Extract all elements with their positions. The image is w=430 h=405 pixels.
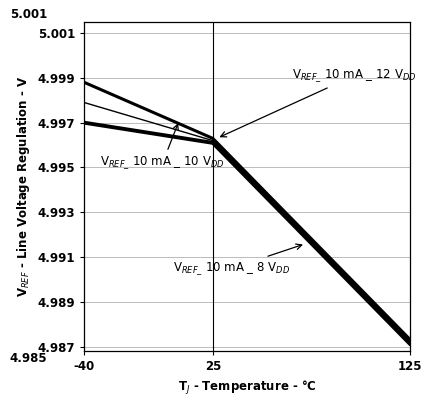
Text: 4.985: 4.985 (9, 352, 47, 365)
Y-axis label: V$_{REF}$ - Line Voltage Regulation - V: V$_{REF}$ - Line Voltage Regulation - V (15, 76, 32, 297)
Text: V$_{REF\_}$ 10 mA $\_$ 10 V$_{DD}$: V$_{REF\_}$ 10 mA $\_$ 10 V$_{DD}$ (100, 124, 224, 171)
X-axis label: T$_J$ - Temperature - °C: T$_J$ - Temperature - °C (178, 379, 316, 396)
Text: 5.001: 5.001 (9, 8, 47, 21)
Text: V$_{REF\_}$ 10 mA $\_$ 12 V$_{DD}$: V$_{REF\_}$ 10 mA $\_$ 12 V$_{DD}$ (220, 67, 415, 137)
Text: V$_{REF\_}$ 10 mA $\_$ 8 V$_{DD}$: V$_{REF\_}$ 10 mA $\_$ 8 V$_{DD}$ (173, 244, 301, 277)
